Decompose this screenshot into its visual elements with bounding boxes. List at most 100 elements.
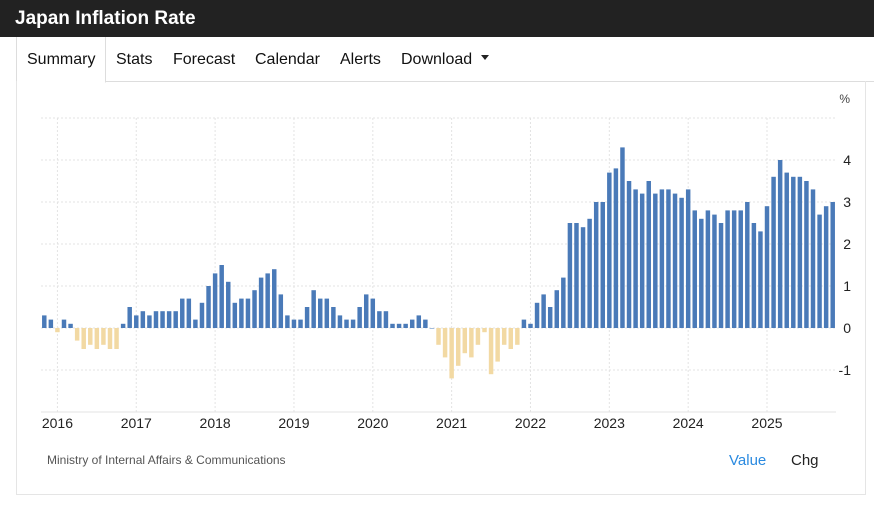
bar[interactable] [574,223,579,328]
bar[interactable] [81,328,86,349]
bar[interactable] [462,328,468,354]
bar[interactable] [771,176,776,328]
bar[interactable] [153,311,159,328]
bar[interactable] [344,319,349,328]
bar[interactable] [140,311,146,328]
bar[interactable] [449,328,454,379]
tab-calendar[interactable]: Calendar [255,51,320,68]
bar[interactable] [731,210,737,328]
bar[interactable] [363,294,369,328]
bar[interactable] [127,307,132,328]
bar[interactable] [258,277,264,328]
bar[interactable] [101,328,106,345]
bar[interactable] [764,206,770,328]
bar[interactable] [370,298,376,328]
bar[interactable] [653,193,658,328]
chg-toggle[interactable]: Chg [791,452,819,469]
bar[interactable] [777,160,783,328]
bar[interactable] [331,307,336,328]
bar[interactable] [547,307,553,328]
bar[interactable] [173,311,178,328]
bar[interactable] [285,315,290,328]
tab-forecast[interactable]: Forecast [173,51,236,68]
bar[interactable] [501,328,507,345]
bar[interactable] [298,319,303,328]
bar[interactable] [521,319,527,328]
bar[interactable] [495,328,500,362]
bar[interactable] [639,193,645,328]
bar[interactable] [699,218,704,328]
bar[interactable] [791,176,796,328]
bar[interactable] [396,323,402,328]
bar[interactable] [318,298,323,328]
bar[interactable] [666,189,671,328]
bar[interactable] [738,210,743,328]
bar[interactable] [166,311,172,328]
bar[interactable] [482,328,487,333]
bar[interactable] [291,319,297,328]
bar[interactable] [810,189,816,328]
bar[interactable] [160,311,165,328]
bar[interactable] [120,323,126,328]
bar[interactable] [685,189,691,328]
bar[interactable] [180,298,185,328]
bar[interactable] [672,193,678,328]
bar[interactable] [725,210,730,328]
bar[interactable] [68,323,73,328]
bar[interactable] [94,328,100,349]
bar[interactable] [226,281,231,328]
bar[interactable] [199,302,205,328]
bar[interactable] [88,328,93,345]
bar[interactable] [311,290,316,328]
bar[interactable] [219,265,224,328]
bar[interactable] [567,223,573,328]
bar[interactable] [804,181,809,328]
bar[interactable] [692,210,697,328]
bar[interactable] [147,315,152,328]
bar[interactable] [442,328,448,358]
bar[interactable] [42,315,47,328]
tab-stats[interactable]: Stats [116,51,153,68]
bar[interactable] [607,172,612,328]
bar[interactable] [745,202,750,328]
bar[interactable] [659,189,665,328]
bar[interactable] [48,319,54,328]
bar[interactable] [436,328,441,345]
tab-summary[interactable]: Summary [16,37,107,83]
bar[interactable] [383,311,389,328]
bar[interactable] [534,302,540,328]
bar[interactable] [679,197,684,328]
bar[interactable] [580,227,586,328]
bar[interactable] [646,181,651,328]
bar[interactable] [587,218,592,328]
bar[interactable] [403,323,408,328]
bar[interactable] [272,269,277,328]
bar[interactable] [541,294,546,328]
bar[interactable] [797,176,803,328]
bar[interactable] [784,172,789,328]
bar[interactable] [350,319,356,328]
bar[interactable] [718,223,724,328]
bar[interactable] [239,298,244,328]
bar[interactable] [758,231,763,328]
bar[interactable] [613,168,619,328]
bar[interactable] [620,147,625,328]
bar[interactable] [107,328,113,349]
bar[interactable] [423,319,428,328]
bar[interactable] [429,328,435,329]
value-toggle[interactable]: Value [729,452,767,469]
bar[interactable] [134,315,139,328]
bar[interactable] [830,202,835,328]
bar[interactable] [232,302,238,328]
bar[interactable] [823,206,829,328]
bar[interactable] [751,223,757,328]
bar[interactable] [528,323,533,328]
bar[interactable] [705,210,711,328]
bar[interactable] [409,319,415,328]
bar[interactable] [114,328,119,349]
bar[interactable] [193,319,198,328]
bar[interactable] [554,290,559,328]
tab-download[interactable]: Download [401,37,490,82]
tab-alerts[interactable]: Alerts [340,51,381,68]
bar[interactable] [55,328,60,333]
